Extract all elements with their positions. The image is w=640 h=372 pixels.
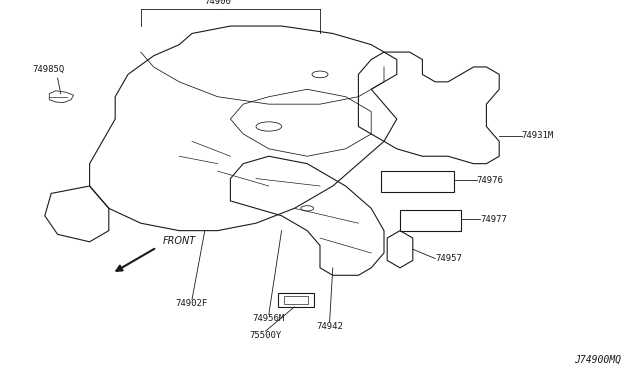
Text: 74942: 74942	[316, 322, 343, 331]
Text: 74977: 74977	[480, 215, 507, 224]
Bar	[284, 296, 308, 304]
Text: 75500Y: 75500Y	[250, 331, 282, 340]
Text: 74956M: 74956M	[253, 314, 285, 323]
Text: 74900: 74900	[204, 0, 231, 6]
Text: 74976: 74976	[477, 176, 504, 185]
Bar	[278, 293, 314, 307]
Text: FRONT: FRONT	[163, 235, 196, 246]
Text: 74957: 74957	[435, 254, 462, 263]
Bar	[400, 210, 461, 231]
Text: 74985Q: 74985Q	[32, 65, 64, 74]
Bar	[381, 171, 454, 192]
Text: J74900MQ: J74900MQ	[574, 355, 621, 365]
Text: 74902F: 74902F	[176, 299, 208, 308]
Text: 74931M: 74931M	[522, 131, 554, 140]
